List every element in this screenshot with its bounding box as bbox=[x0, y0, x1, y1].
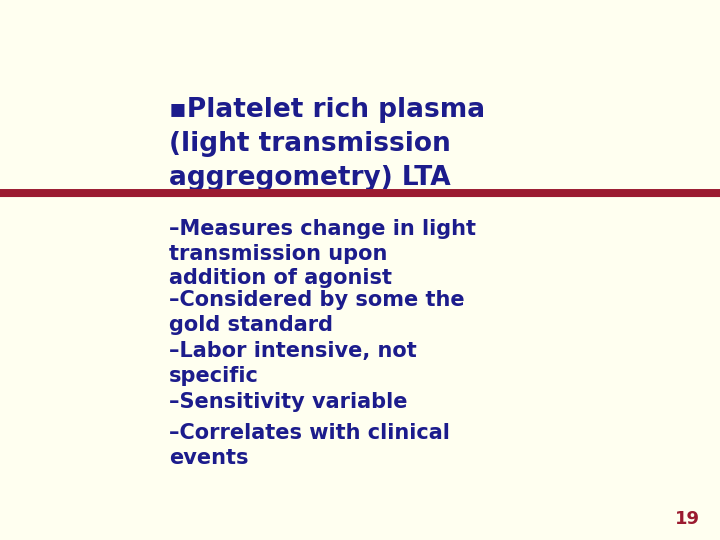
Text: 19: 19 bbox=[675, 510, 700, 528]
Text: –Considered by some the
gold standard: –Considered by some the gold standard bbox=[169, 291, 465, 335]
Text: ▪Platelet rich plasma
(light transmission
aggregometry) LTA: ▪Platelet rich plasma (light transmissio… bbox=[169, 97, 485, 191]
Text: –Sensitivity variable: –Sensitivity variable bbox=[169, 393, 408, 413]
Text: –Correlates with clinical
events: –Correlates with clinical events bbox=[169, 423, 450, 468]
Text: –Measures change in light
transmission upon
addition of agonist: –Measures change in light transmission u… bbox=[169, 219, 476, 288]
Text: –Labor intensive, not
specific: –Labor intensive, not specific bbox=[169, 341, 417, 386]
